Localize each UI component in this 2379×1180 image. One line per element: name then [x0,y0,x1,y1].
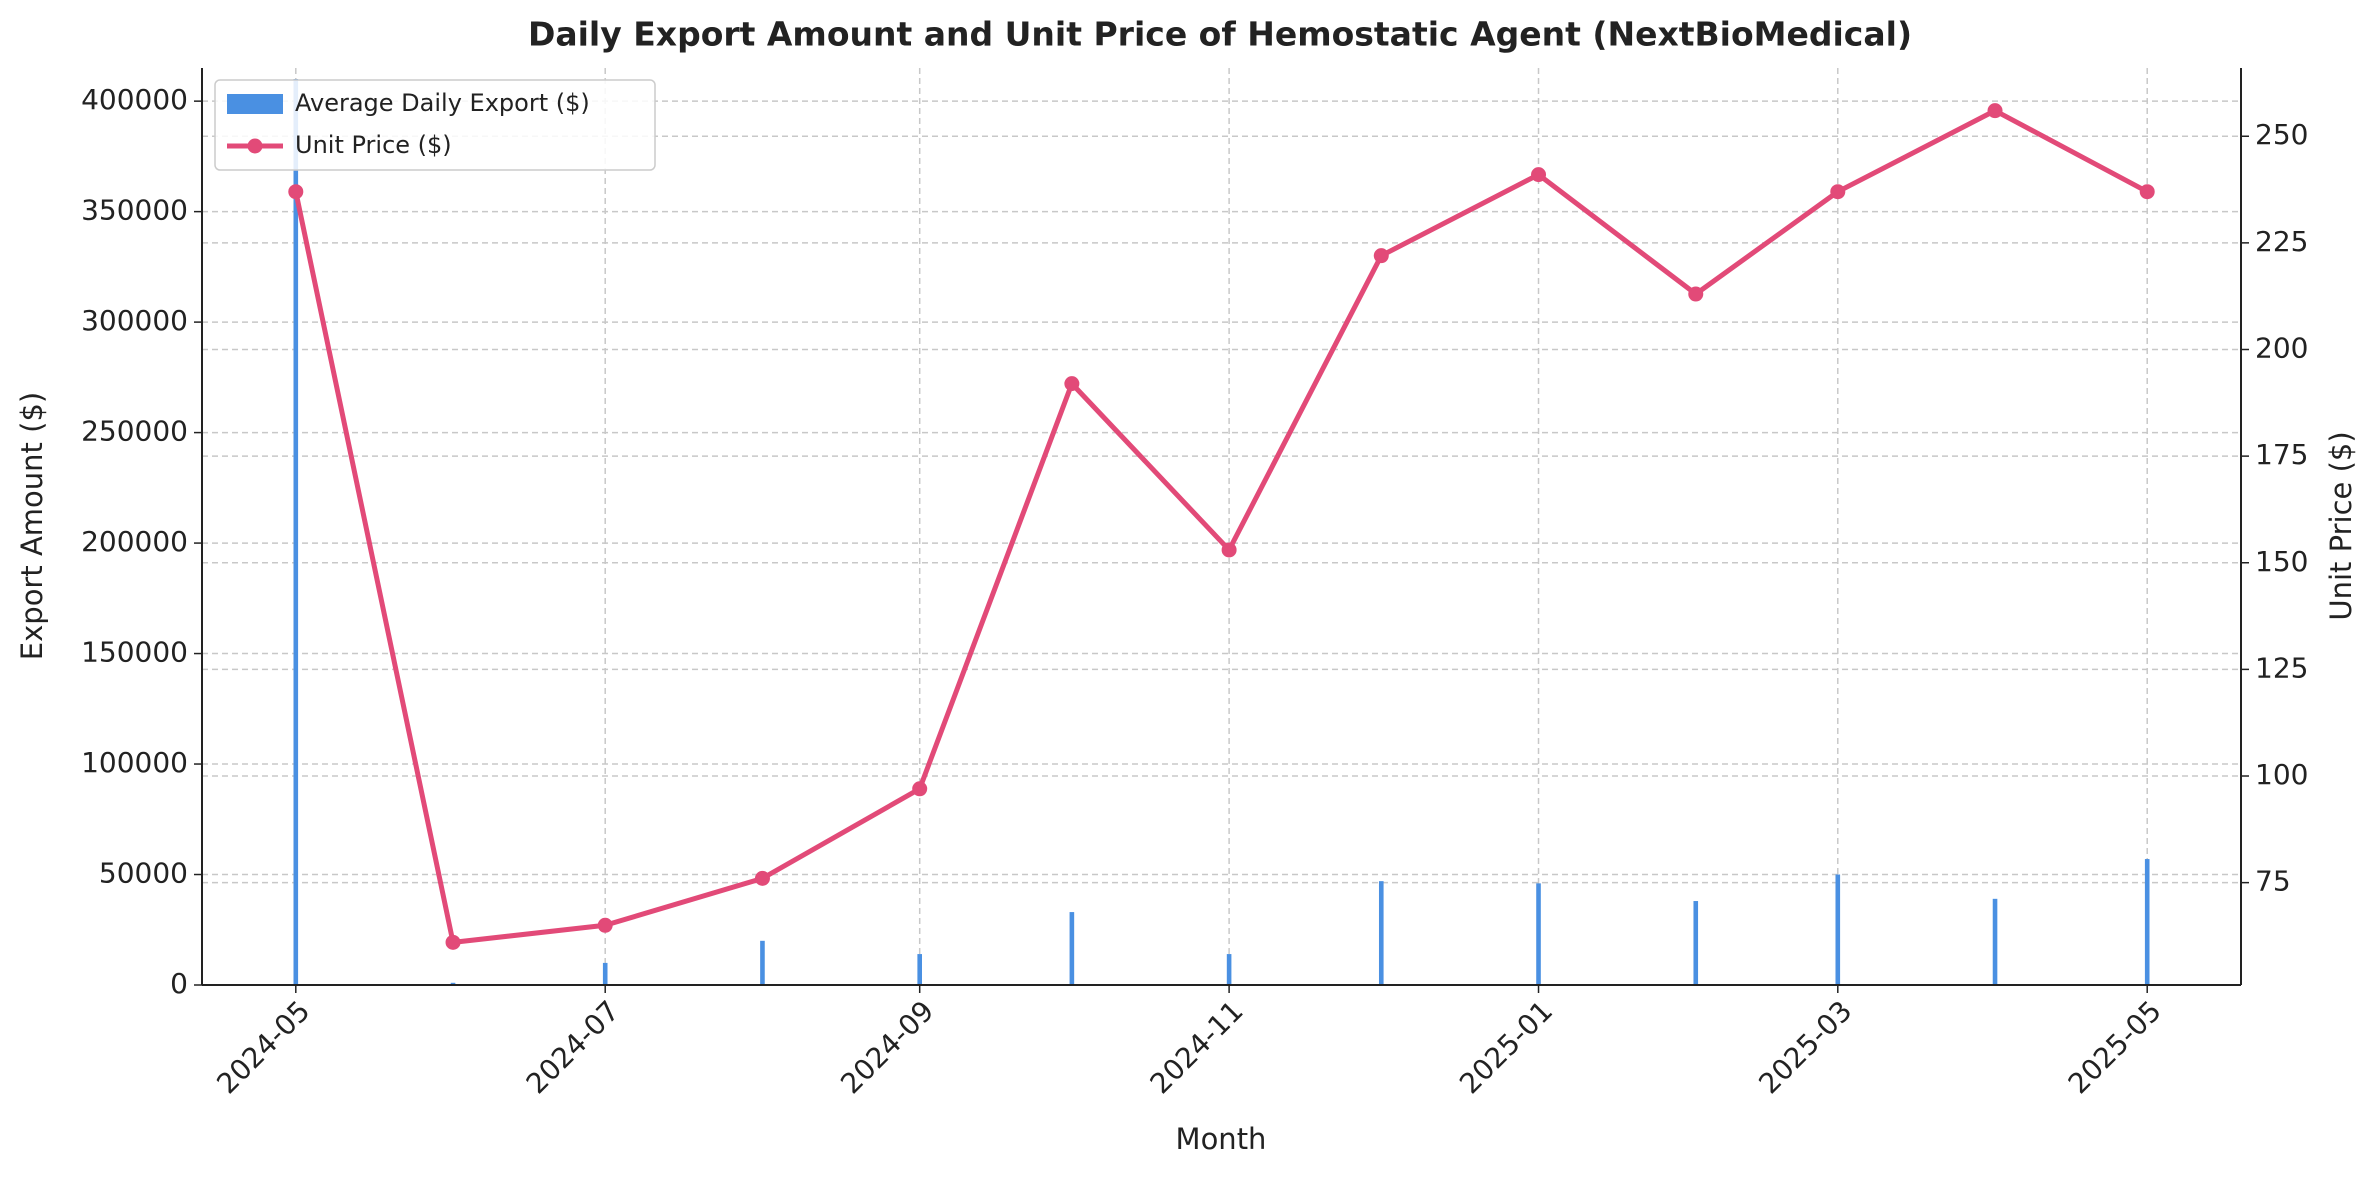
x-tick-label: 2024-11 [1144,994,1250,1100]
bar [1992,898,1998,985]
y2-tick-label: 125 [2255,651,2308,684]
y-tick-label: 50000 [99,857,188,890]
y-tick-label: 200000 [81,525,188,558]
marker [288,184,304,200]
y2-tick-label: 150 [2255,545,2308,578]
marker [1987,103,2003,119]
y2-tick-label: 250 [2255,118,2308,151]
bar [760,940,765,985]
marker [1373,248,1389,264]
bar [1536,883,1541,985]
y-tick-label: 150000 [81,636,188,669]
marker [1064,376,1080,392]
bar [602,962,608,985]
bar [2144,859,2150,985]
x-tick-label: 2024-09 [834,994,940,1100]
y-tick-label: 0 [170,967,188,1000]
legend: Average Daily Export ($) Unit Price ($) [214,79,656,171]
marker [754,870,770,886]
bar [1835,874,1841,985]
marker [1688,286,1704,302]
legend-marker [247,138,263,154]
y-tick-label: 400000 [81,83,188,116]
y-axis-label: Export Amount ($) [15,392,49,660]
legend-swatch [227,94,283,114]
marker [445,934,461,950]
marker [912,781,928,797]
marker [1830,184,1846,200]
bar [1069,912,1075,985]
x-tick-label: 2024-07 [520,994,626,1100]
y2-tick-label: 225 [2255,225,2308,258]
x-tick-label: 2024-05 [210,994,316,1100]
legend-box [214,79,656,171]
bar [1226,954,1232,985]
bar [293,79,299,985]
line [293,108,2149,945]
marker [597,917,613,933]
y2-tick-label: 200 [2255,331,2308,364]
grid [202,68,2241,986]
y2-tick-label: 100 [2255,758,2308,791]
legend-label: Average Daily Export ($) [295,89,590,117]
bar [917,954,922,985]
x-axis-label: Month [1176,1122,1267,1156]
y-tick-label: 300000 [81,304,188,337]
x-tick-label: 2025-05 [2062,994,2168,1100]
y-tick-label: 100000 [81,746,188,779]
bar [1693,901,1699,985]
marker [1531,167,1547,183]
x-tick-label: 2025-03 [1752,994,1858,1100]
bar [450,982,456,985]
marker [1221,542,1237,558]
y2-tick-label: 175 [2255,438,2308,471]
legend-label: Unit Price ($) [295,131,452,159]
bar [1378,881,1384,985]
x-tick-label: 2025-01 [1453,994,1559,1100]
y-tick-label: 350000 [81,194,188,227]
chart-title: Daily Export Amount and Unit Price of He… [528,15,1912,54]
y2-tick-label: 75 [2255,865,2291,898]
marker [2139,184,2155,200]
y-tick-label: 250000 [81,415,188,448]
y2-axis-label: Unit Price ($) [2324,431,2358,620]
